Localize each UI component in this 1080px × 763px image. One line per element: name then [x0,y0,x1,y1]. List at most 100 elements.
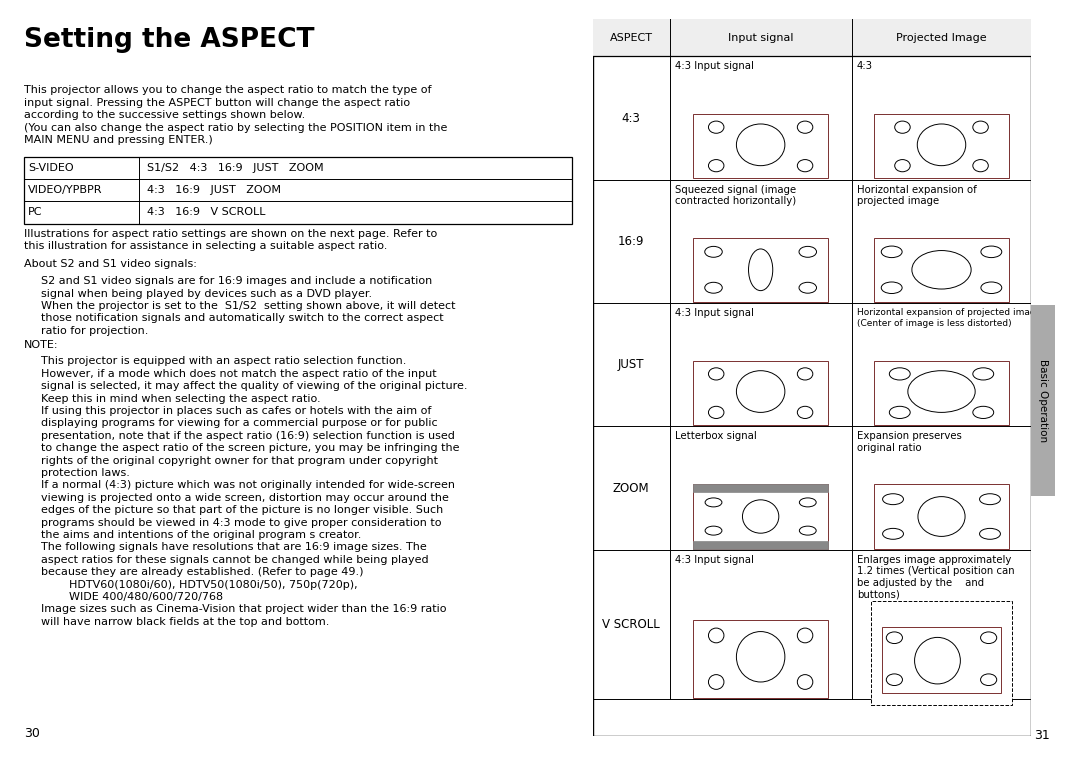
Ellipse shape [915,637,960,684]
Bar [874,114,885,179]
Text: S1/S2   4:3   16:9   JUST   ZOOM: S1/S2 4:3 16:9 JUST ZOOM [147,163,324,173]
Ellipse shape [797,674,813,689]
Bar [874,114,1009,179]
Text: Basic Operation: Basic Operation [1038,359,1049,442]
Ellipse shape [799,526,816,535]
Ellipse shape [981,674,997,685]
Ellipse shape [708,407,724,418]
Text: 4:3: 4:3 [622,111,640,124]
Bar [874,238,1009,302]
Text: About S2 and S1 video signals:: About S2 and S1 video signals: [24,259,197,269]
Ellipse shape [797,368,813,380]
Ellipse shape [981,632,997,643]
Ellipse shape [705,498,721,507]
Ellipse shape [737,632,785,682]
Ellipse shape [881,246,902,258]
Ellipse shape [737,124,785,166]
Bar [693,541,828,549]
Text: VIDEO/YPBPR: VIDEO/YPBPR [28,185,103,195]
Bar [693,620,828,697]
Ellipse shape [908,371,975,412]
Text: Enlarges image approximately
1.2 times (Vertical position can
be adjusted by the: Enlarges image approximately 1.2 times (… [856,555,1014,600]
Ellipse shape [748,249,773,291]
Text: Projected Image: Projected Image [896,33,987,43]
Text: Letterbox signal: Letterbox signal [675,432,757,442]
Text: Squeezed signal (image
contracted horizontally): Squeezed signal (image contracted horizo… [675,185,796,206]
Ellipse shape [705,246,723,257]
Ellipse shape [799,498,816,507]
Text: 16:9: 16:9 [618,235,645,248]
Bar [870,600,1012,705]
Ellipse shape [708,159,724,172]
Text: Horizontal expansion of
projected image: Horizontal expansion of projected image [856,185,976,206]
Text: 4:3   16:9   V SCROLL: 4:3 16:9 V SCROLL [147,208,266,217]
Ellipse shape [917,124,966,166]
Bar [882,627,1001,693]
Ellipse shape [882,494,904,504]
Ellipse shape [889,368,910,380]
Ellipse shape [973,407,994,418]
Text: 31: 31 [1034,729,1050,742]
Text: PC: PC [28,208,43,217]
Ellipse shape [981,282,1002,294]
Text: S2 and S1 video signals are for 16:9 images and include a notification
signal wh: S2 and S1 video signals are for 16:9 ima… [41,276,456,336]
Bar [24,157,572,224]
Ellipse shape [797,121,813,134]
Ellipse shape [797,407,813,418]
Ellipse shape [705,282,723,293]
Text: This projector is equipped with an aspect ratio selection function.
However, if : This projector is equipped with an aspec… [41,356,468,626]
Ellipse shape [799,282,816,293]
Ellipse shape [705,526,721,535]
Text: Setting the ASPECT: Setting the ASPECT [24,27,314,53]
Ellipse shape [973,368,994,380]
Text: ASPECT: ASPECT [610,33,652,43]
Text: 4:3 Input signal: 4:3 Input signal [675,308,754,318]
Text: 4:3   16:9   JUST   ZOOM: 4:3 16:9 JUST ZOOM [147,185,282,195]
Text: This projector allows you to change the aspect ratio to match the type of
input : This projector allows you to change the … [24,85,447,145]
Text: 30: 30 [24,727,40,740]
Bar [693,361,828,425]
Text: Expansion preserves
original ratio: Expansion preserves original ratio [856,432,962,453]
Ellipse shape [980,494,1000,504]
Bar [693,238,828,302]
Ellipse shape [918,497,966,536]
Ellipse shape [894,121,910,134]
Ellipse shape [742,500,779,533]
Ellipse shape [973,159,988,172]
Ellipse shape [708,121,724,134]
Ellipse shape [981,246,1002,258]
Ellipse shape [881,282,902,294]
Ellipse shape [882,529,904,539]
Ellipse shape [980,529,1000,539]
Ellipse shape [799,246,816,257]
Bar [593,19,1031,56]
Bar [693,114,828,179]
Bar [874,485,1009,549]
Text: S-VIDEO: S-VIDEO [28,163,73,173]
Bar [693,485,828,492]
Text: JUST: JUST [618,359,645,372]
Ellipse shape [973,121,988,134]
Text: ZOOM: ZOOM [613,481,649,494]
Ellipse shape [797,159,813,172]
Bar [999,114,1009,179]
Ellipse shape [887,674,903,685]
Ellipse shape [797,628,813,642]
Text: Input signal: Input signal [728,33,794,43]
Ellipse shape [708,674,724,689]
Ellipse shape [912,250,971,289]
Text: V SCROLL: V SCROLL [603,618,660,631]
Ellipse shape [889,407,910,418]
Text: NOTE:: NOTE: [24,340,58,350]
Bar [874,361,1009,425]
Text: Illustrations for aspect ratio settings are shown on the next page. Refer to
thi: Illustrations for aspect ratio settings … [24,229,436,251]
Text: 4:3 Input signal: 4:3 Input signal [675,61,754,72]
Ellipse shape [887,632,903,643]
Ellipse shape [708,628,724,642]
Text: 4:3: 4:3 [856,61,873,72]
Text: Horizontal expansion of projected image
(Center of image is less distorted): Horizontal expansion of projected image … [856,308,1041,327]
Bar [693,485,828,549]
Ellipse shape [737,371,785,412]
Ellipse shape [708,368,724,380]
Text: 4:3 Input signal: 4:3 Input signal [675,555,754,565]
